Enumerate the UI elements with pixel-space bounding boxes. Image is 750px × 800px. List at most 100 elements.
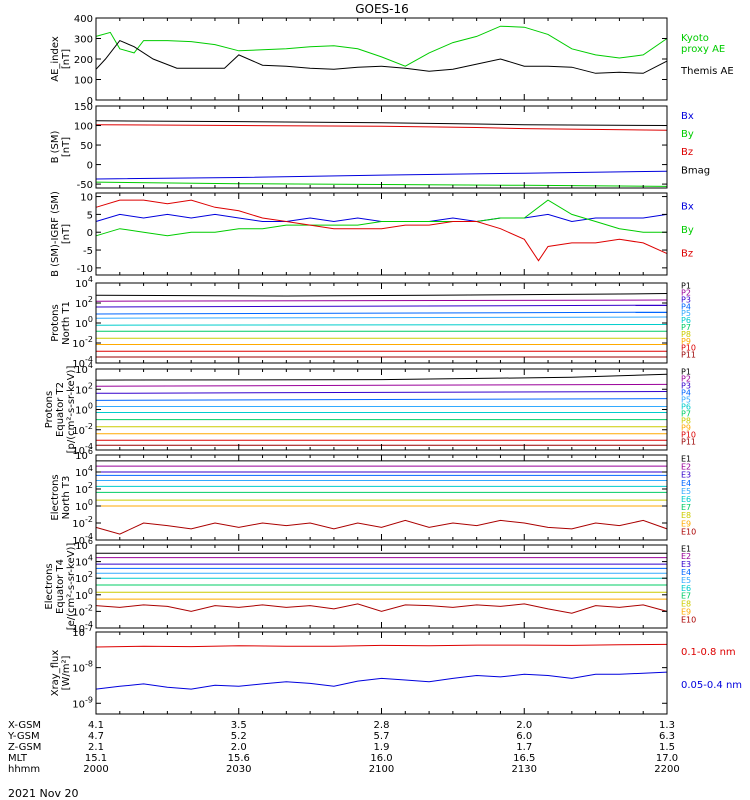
y-axis-label: AE_index[nT] xyxy=(50,36,72,82)
legend-ae-kyoto-proxy-ae: Kyoto proxy AE xyxy=(681,33,725,55)
legend-bsm-by: By xyxy=(681,129,694,140)
legend-p_equator-p5: P5 xyxy=(681,396,691,405)
y-tick-label: -10 xyxy=(77,264,93,275)
series-line-xray-0-1-0-8-nm xyxy=(95,643,668,648)
legend-e_north-e8: E8 xyxy=(681,511,691,520)
y-tick-label: 50 xyxy=(80,141,93,152)
y-tick-label: 10-4 xyxy=(72,442,93,457)
legend-p_equator-p1: P1 xyxy=(681,368,691,377)
legend-bsm-bx: Bx xyxy=(681,111,694,122)
series-line-ae-kyoto-proxy-ae xyxy=(95,25,668,67)
series-line-bigrf-bx xyxy=(95,213,668,223)
time-axis-value: 5.7 xyxy=(374,731,390,742)
legend-p_north-p9: P9 xyxy=(681,337,691,346)
legend-e_equator-e5: E5 xyxy=(681,576,691,585)
y-tick-label: 10-7 xyxy=(72,624,93,639)
plot-title: GOES-16 xyxy=(355,2,409,16)
legend-p_north-p11: P11 xyxy=(681,351,696,360)
legend-e_equator-e4: E4 xyxy=(681,568,691,577)
y-tick-label: 104 xyxy=(75,554,93,569)
y-axis-label: ProtonsEquator T2[p/(cm²-s-sr-keV)] xyxy=(44,366,77,454)
legend-p_north-p10: P10 xyxy=(681,344,696,353)
y-tick-label: -5 xyxy=(83,246,93,257)
time-axis-value: 2130 xyxy=(512,764,537,775)
legend-p_north-p4: P4 xyxy=(681,302,691,311)
time-axis-value: 6.0 xyxy=(516,731,532,742)
y-tick-label: 150 xyxy=(74,102,93,113)
y-tick-label: 100 xyxy=(74,76,93,87)
y-tick-label: 10-2 xyxy=(72,603,93,618)
legend-e_north-e5: E5 xyxy=(681,487,691,496)
series-line-bigrf-by xyxy=(95,199,667,237)
legend-xray-0-1-0-8-nm: 0.1-0.8 nm xyxy=(681,647,736,658)
panel-frame xyxy=(95,105,668,189)
panel-frame xyxy=(95,368,668,451)
time-axis-value: 4.1 xyxy=(88,720,104,731)
plot-date: 2021 Nov 20 xyxy=(8,787,78,800)
legend-p_north-p2: P2 xyxy=(681,288,691,297)
legend-e_equator-e3: E3 xyxy=(681,560,691,569)
time-axis-value: 1.7 xyxy=(516,742,532,753)
time-axis-row-label: hhmm xyxy=(8,764,40,775)
legend-e_north-e2: E2 xyxy=(681,463,691,472)
series-line-p_north-p4 xyxy=(95,311,668,315)
legend-p_equator-p8: P8 xyxy=(681,417,691,426)
time-axis-value: 2.0 xyxy=(516,720,532,731)
time-axis-value: 16.5 xyxy=(513,753,535,764)
time-axis-value: 15.6 xyxy=(228,753,250,764)
series-line-bsm-bx xyxy=(95,170,668,180)
legend-bsm-bz: Bz xyxy=(681,147,693,158)
y-axis-label: ElectronsNorth T3 xyxy=(50,474,72,520)
y-tick-label: 100 xyxy=(75,315,93,330)
legend-e_equator-e9: E9 xyxy=(681,608,691,617)
series-line-p_north-p2 xyxy=(95,299,668,302)
y-tick-label: 10-4 xyxy=(72,355,93,370)
y-tick-label: 100 xyxy=(75,587,93,602)
series-line-bsm-bmag xyxy=(95,120,668,126)
legend-p_north-p3: P3 xyxy=(681,295,691,304)
legend-p_equator-p7: P7 xyxy=(681,410,691,419)
y-tick-label: -50 xyxy=(77,180,93,191)
series-line-p_equator-p4 xyxy=(95,398,668,401)
y-axis-label: ProtonsNorth T1 xyxy=(50,301,72,345)
y-axis-label: Xray_flux[W/m²] xyxy=(50,650,72,697)
y-tick-label: 100 xyxy=(74,122,93,133)
series-line-e_north-e10 xyxy=(95,519,668,535)
time-axis-value: 2.0 xyxy=(231,742,247,753)
time-axis-value: 2.8 xyxy=(374,720,390,731)
y-tick-label: 10-4 xyxy=(72,532,93,547)
series-line-p_equator-p3 xyxy=(95,391,668,394)
y-tick-label: 0 xyxy=(87,161,93,172)
time-axis-value: 15.1 xyxy=(85,753,107,764)
time-axis-value: 3.5 xyxy=(231,720,247,731)
y-tick-label: 5 xyxy=(87,210,93,221)
legend-e_equator-e2: E2 xyxy=(681,552,691,561)
y-tick-label: 200 xyxy=(74,55,93,66)
y-tick-label: 100 xyxy=(75,402,93,417)
y-tick-label: 300 xyxy=(74,35,93,46)
y-tick-label: 104 xyxy=(75,275,93,290)
legend-e_north-e7: E7 xyxy=(681,503,691,512)
y-tick-label: 104 xyxy=(75,361,93,376)
panel-frame xyxy=(95,631,668,715)
series-line-p_north-p5 xyxy=(95,316,668,319)
legend-e_north-e4: E4 xyxy=(681,479,691,488)
legend-e_north-e3: E3 xyxy=(681,471,691,480)
y-tick-label: 10-8 xyxy=(72,660,93,675)
legend-e_north-e10: E10 xyxy=(681,527,696,536)
legend-bigrf-by: By xyxy=(681,225,694,236)
time-axis-row-label: Y-GSM xyxy=(7,731,40,742)
time-axis-value: 2100 xyxy=(369,764,394,775)
legend-e_equator-e10: E10 xyxy=(681,615,696,624)
series-line-xray-0-05-0-4-nm xyxy=(95,671,668,690)
y-tick-label: 10-4 xyxy=(72,620,93,635)
legend-p_equator-p2: P2 xyxy=(681,375,691,384)
y-tick-label: 10-2 xyxy=(72,515,93,530)
time-axis-row-label: X-GSM xyxy=(8,720,41,731)
